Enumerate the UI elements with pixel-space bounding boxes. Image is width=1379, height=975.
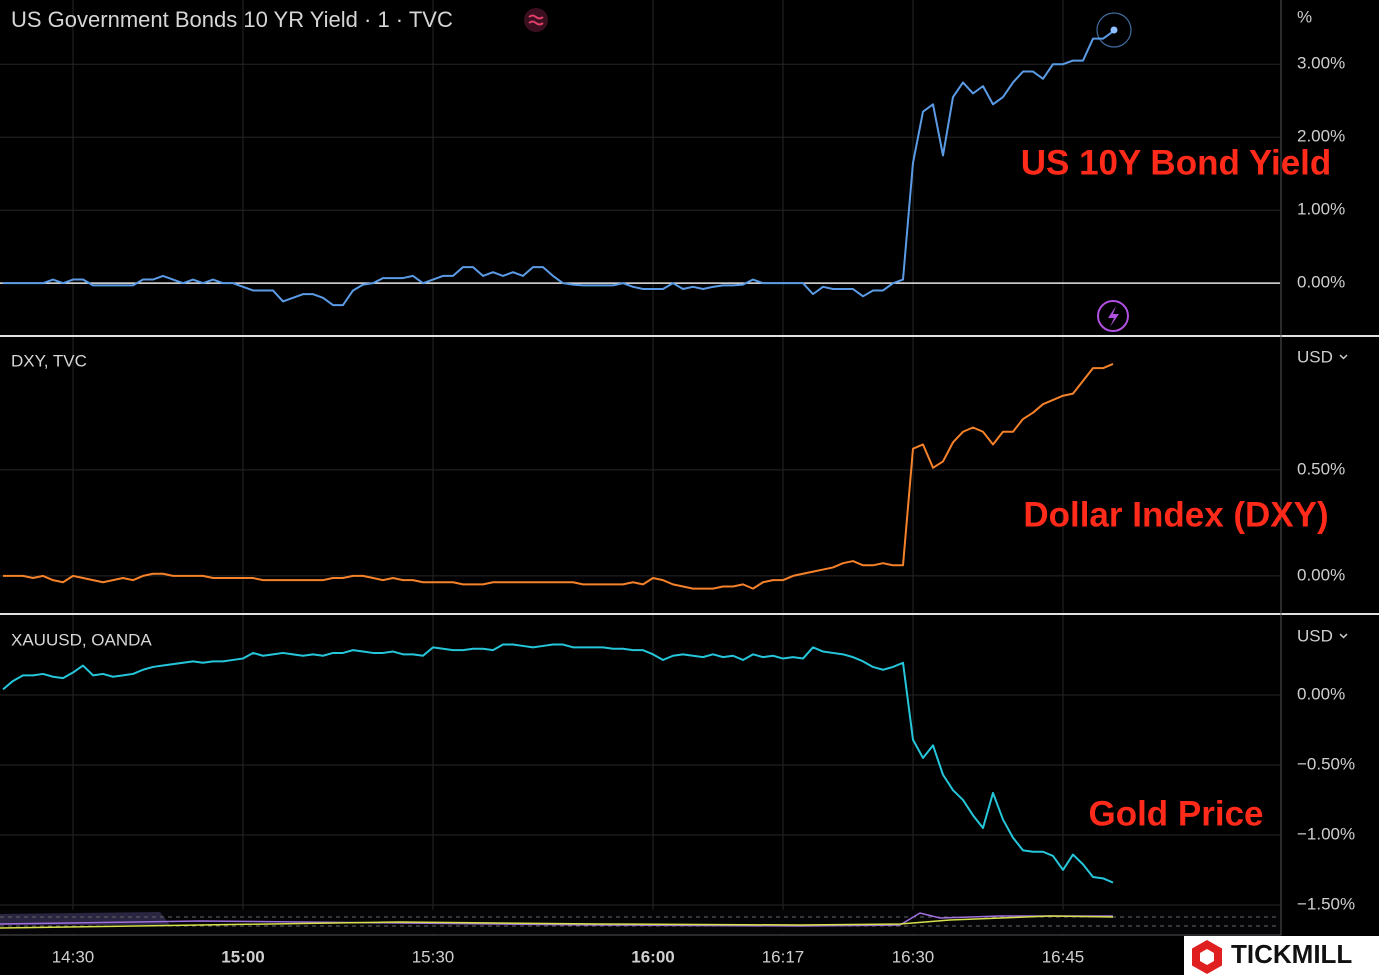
indicator-bg	[0, 910, 1280, 934]
x-tick-label: 14:30	[52, 947, 95, 966]
price-line	[2, 643, 1114, 884]
y-tick-label: 0.50%	[1297, 459, 1345, 478]
annotation: Dollar Index (DXY)	[1023, 495, 1328, 534]
indicator-strip	[0, 910, 1280, 934]
annotation: Gold Price	[1088, 794, 1263, 833]
price-line	[3, 363, 1114, 590]
price-line	[3, 30, 1114, 307]
axis-unit: %	[1297, 7, 1312, 26]
y-tick-label: −0.50%	[1297, 754, 1355, 773]
pane-title: DXY, TVC	[11, 351, 87, 370]
x-tick-label: 16:00	[631, 947, 674, 966]
y-tick-label: −1.50%	[1297, 894, 1355, 913]
y-tick-label: 0.00%	[1297, 565, 1345, 584]
y-tick-label: 3.00%	[1297, 54, 1345, 73]
axis-unit: USD	[1297, 626, 1333, 645]
event-bolt	[1108, 306, 1119, 327]
y-tick-label: 2.00%	[1297, 127, 1345, 146]
indicator-line	[0, 912, 1113, 927]
x-tick-label: 16:45	[1042, 947, 1085, 966]
brand-name: TICKMILL	[1231, 939, 1352, 969]
brand-logo: TICKMILL	[1184, 936, 1379, 975]
annotation: US 10Y Bond Yield	[1021, 143, 1332, 182]
last-point-ring	[1096, 12, 1132, 48]
x-tick-label: 15:00	[221, 947, 264, 966]
y-tick-label: 1.00%	[1297, 200, 1345, 219]
x-tick-label: 16:30	[892, 947, 935, 966]
y-tick-label: 0.00%	[1297, 273, 1345, 292]
brand-mark-inner	[1200, 949, 1214, 965]
pane-title: XAUUSD, OANDA	[11, 630, 152, 649]
y-tick-label: 0.00%	[1297, 684, 1345, 703]
currency-chevron[interactable]	[1339, 633, 1348, 639]
grid	[0, 0, 1280, 935]
pane-title: US Government Bonds 10 YR Yield · 1 · TV…	[11, 7, 453, 32]
axis-unit: USD	[1297, 347, 1333, 366]
event-icon[interactable]	[1097, 300, 1129, 332]
x-tick-label: 15:30	[412, 947, 455, 966]
currency-chevron[interactable]	[1339, 354, 1348, 360]
y-tick-label: −1.00%	[1297, 824, 1355, 843]
series-layer	[0, 30, 1280, 884]
x-tick-label: 16:17	[762, 947, 805, 966]
indicator-line	[0, 915, 1114, 929]
last-point	[1110, 26, 1118, 34]
status-badge	[524, 8, 548, 32]
status-icon	[528, 14, 544, 26]
